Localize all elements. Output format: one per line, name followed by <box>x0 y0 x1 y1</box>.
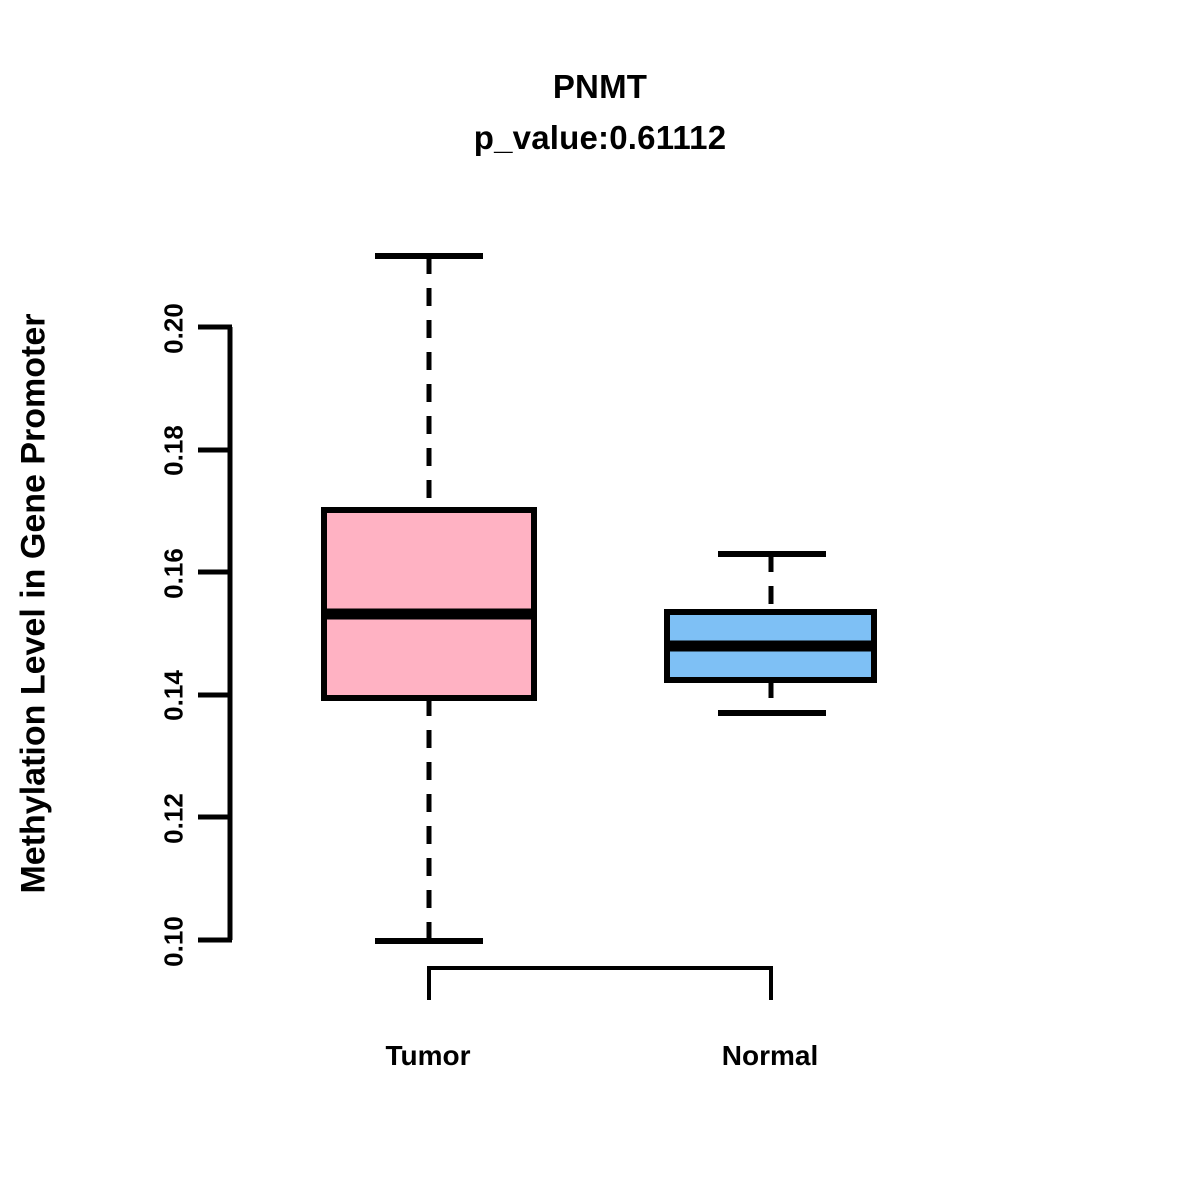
x-tick-label-tumor: Tumor <box>385 1040 471 1071</box>
y-axis <box>198 324 233 943</box>
box-rect-tumor <box>321 507 537 701</box>
box-tumor <box>321 253 537 944</box>
chart-subtitle-pvalue: p_value:0.61112 <box>473 119 727 156</box>
box-normal <box>664 551 877 716</box>
x-tick-label-normal: Normal <box>721 1040 819 1071</box>
chart-title: PNMT <box>552 68 648 105</box>
x-axis <box>427 966 773 1000</box>
